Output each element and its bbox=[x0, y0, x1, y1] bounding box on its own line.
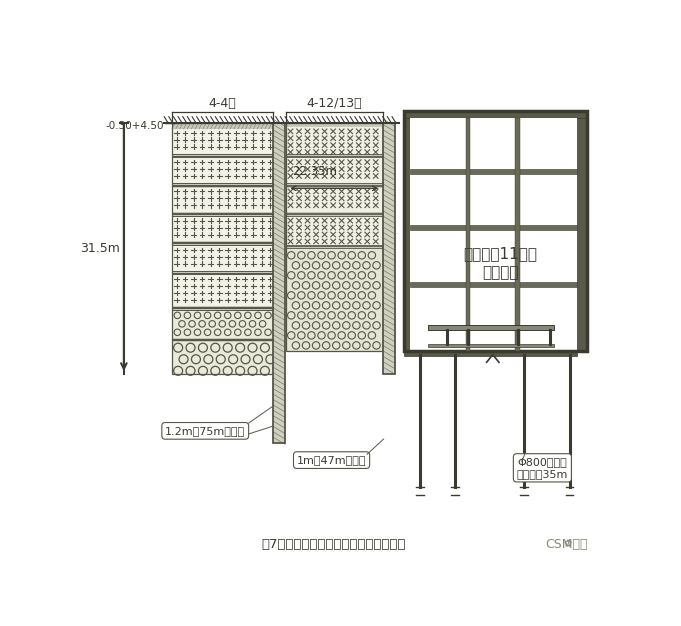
Bar bbox=[172, 153, 272, 158]
Text: 图7基坑东侧与运营地铁车站关系剖面图: 图7基坑东侧与运营地铁车站关系剖面图 bbox=[261, 538, 405, 552]
Bar bbox=[286, 217, 383, 245]
Bar bbox=[286, 158, 383, 183]
Text: 31.5m: 31.5m bbox=[80, 242, 120, 255]
Text: -0.30+4.50: -0.30+4.50 bbox=[106, 121, 164, 131]
Bar bbox=[172, 183, 272, 188]
Text: 徐家汇站: 徐家汇站 bbox=[482, 265, 518, 280]
Bar bbox=[405, 111, 410, 351]
Bar bbox=[286, 183, 383, 188]
Bar bbox=[172, 242, 272, 246]
Text: Φ800工程桩
有效桩长35m: Φ800工程桩 有效桩长35m bbox=[517, 457, 568, 479]
Bar bbox=[172, 306, 272, 310]
Bar bbox=[172, 342, 272, 374]
Text: 22.35m: 22.35m bbox=[292, 165, 337, 178]
Text: 4-12/13区: 4-12/13区 bbox=[306, 97, 362, 110]
Bar bbox=[410, 118, 577, 351]
Bar bbox=[172, 270, 272, 275]
Text: 1.2m厚75m深地墙: 1.2m厚75m深地墙 bbox=[165, 426, 245, 436]
Bar bbox=[172, 212, 272, 217]
Bar bbox=[405, 111, 586, 118]
Bar bbox=[286, 153, 383, 158]
Bar bbox=[428, 344, 554, 347]
Bar bbox=[577, 111, 586, 351]
Bar bbox=[172, 129, 272, 153]
Bar bbox=[172, 339, 272, 342]
Bar bbox=[405, 111, 586, 351]
Bar bbox=[410, 225, 577, 230]
Bar bbox=[172, 217, 272, 242]
Bar bbox=[172, 310, 272, 339]
Text: 1m厚47m深地墙: 1m厚47m深地墙 bbox=[297, 455, 366, 465]
Bar bbox=[286, 245, 383, 249]
Text: CSM工法: CSM工法 bbox=[545, 538, 587, 552]
Bar bbox=[286, 128, 383, 153]
Bar bbox=[172, 246, 272, 270]
Bar bbox=[286, 123, 383, 351]
Bar bbox=[172, 123, 272, 129]
Text: ✿: ✿ bbox=[563, 540, 571, 550]
Bar bbox=[286, 188, 383, 212]
Bar bbox=[383, 123, 395, 374]
Bar bbox=[172, 158, 272, 183]
Bar bbox=[410, 169, 577, 173]
Bar bbox=[405, 351, 577, 356]
Bar bbox=[466, 118, 471, 351]
Bar bbox=[428, 326, 554, 330]
Bar bbox=[286, 123, 383, 128]
Text: 4-4区: 4-4区 bbox=[208, 97, 236, 110]
Bar bbox=[516, 118, 520, 351]
Bar bbox=[172, 188, 272, 212]
Bar bbox=[286, 249, 383, 351]
Bar bbox=[286, 212, 383, 217]
Bar bbox=[274, 123, 285, 443]
Bar bbox=[172, 123, 272, 374]
Text: 运营地铁11号线: 运营地铁11号线 bbox=[463, 246, 537, 261]
Bar bbox=[410, 282, 577, 287]
Bar bbox=[172, 275, 272, 306]
